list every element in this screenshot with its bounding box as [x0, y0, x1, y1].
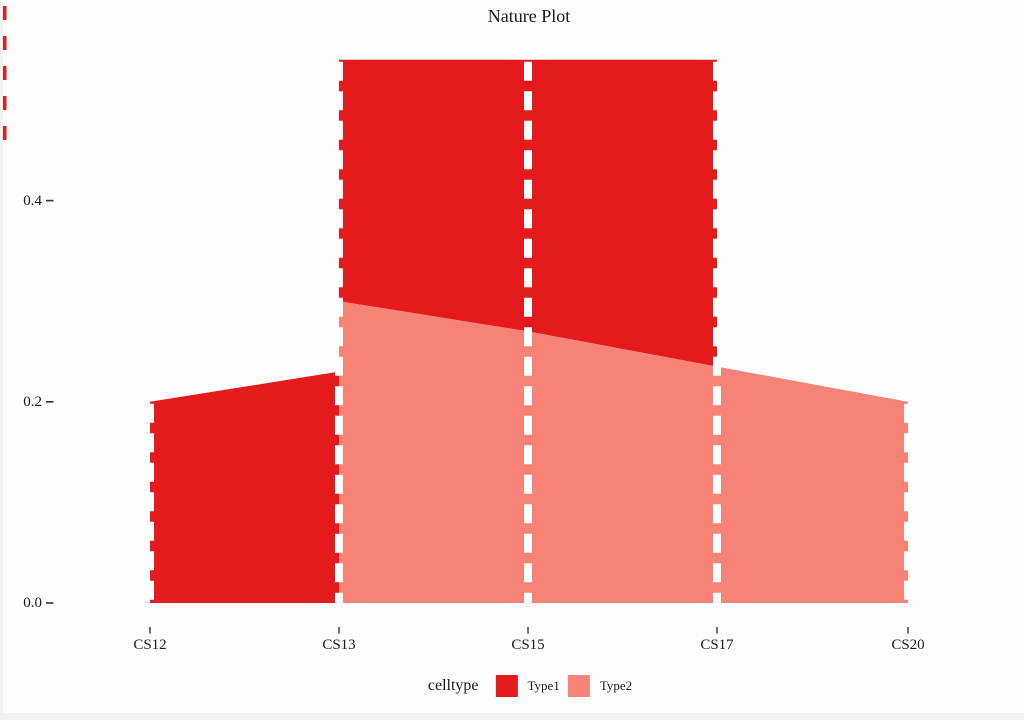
window-left-edge: [0, 0, 3, 720]
y-tick-label-0.2: 0.2: [23, 394, 42, 410]
window-bottom-edge: [0, 713, 1024, 720]
type1-color-swatch: [495, 675, 518, 697]
legend-entry-type1: Type1: [495, 675, 560, 697]
type2-color-swatch: [567, 675, 590, 697]
legend-entry-label: Type2: [599, 678, 633, 693]
legend-title: celltype: [427, 677, 479, 694]
stage-guide-layer: [146, 61, 912, 603]
x-tick-label-cs12: CS12: [133, 637, 167, 653]
legend-entry-type2: Type2: [567, 675, 633, 697]
area-type1-seg0: [150, 371, 339, 603]
area-layer: [150, 59, 908, 603]
x-tick-label-cs17: CS17: [700, 637, 734, 653]
axis-tick-layer: [46, 199, 909, 634]
x-tick-label-cs20: CS20: [891, 637, 925, 653]
chart-title: Nature Plot: [487, 6, 571, 26]
y-tick-label-0.4: 0.4: [23, 193, 42, 209]
area-type2-seg0: [339, 301, 908, 603]
legend-entry-label: Type1: [527, 678, 560, 693]
y-tick-label-0.0: 0.0: [23, 595, 42, 611]
x-tick-label-cs13: CS13: [322, 637, 356, 653]
legend: celltype Type1 Type2: [428, 675, 632, 697]
x-tick-label-cs15: CS15: [511, 637, 545, 653]
